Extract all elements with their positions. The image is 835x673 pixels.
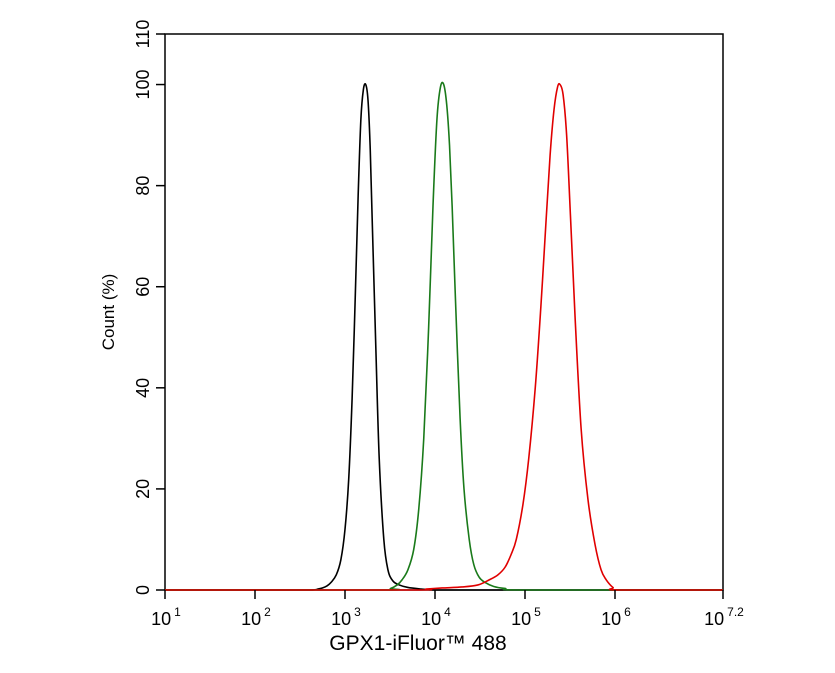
x-tick-label: 10 1 [151, 605, 181, 629]
x-tick-label: 10 2 [241, 605, 271, 629]
x-axis-title: GPX1-iFluor™ 488 [329, 632, 506, 655]
x-tick-label: 10 4 [421, 605, 451, 629]
y-tick-label: 20 [133, 479, 153, 499]
series-curves [165, 81, 723, 591]
y-tick-label: 80 [133, 176, 153, 196]
y-tick-label: 110 [133, 20, 153, 49]
x-tick-label: 10 3 [331, 605, 361, 629]
y-axis: 0 20 40 60 80 100 110 [133, 20, 165, 595]
x-tick-label: 10 7.2 [704, 605, 744, 629]
x-axis: 10 1 10 2 10 3 10 4 10 5 10 6 10 7.2 [151, 590, 744, 629]
x-tick-label: 10 6 [601, 605, 631, 629]
y-tick-label: 100 [133, 70, 153, 100]
x-tick-label: 10 5 [511, 605, 541, 629]
series-line-1 [165, 82, 723, 591]
y-tick-label: 40 [133, 378, 153, 398]
y-axis-title: Count (%) [99, 274, 118, 351]
plot-frame [164, 33, 724, 591]
series-line-2 [165, 81, 723, 591]
y-tick-label: 0 [133, 585, 153, 595]
series-line-3 [165, 82, 723, 591]
y-tick-label: 60 [133, 277, 153, 297]
